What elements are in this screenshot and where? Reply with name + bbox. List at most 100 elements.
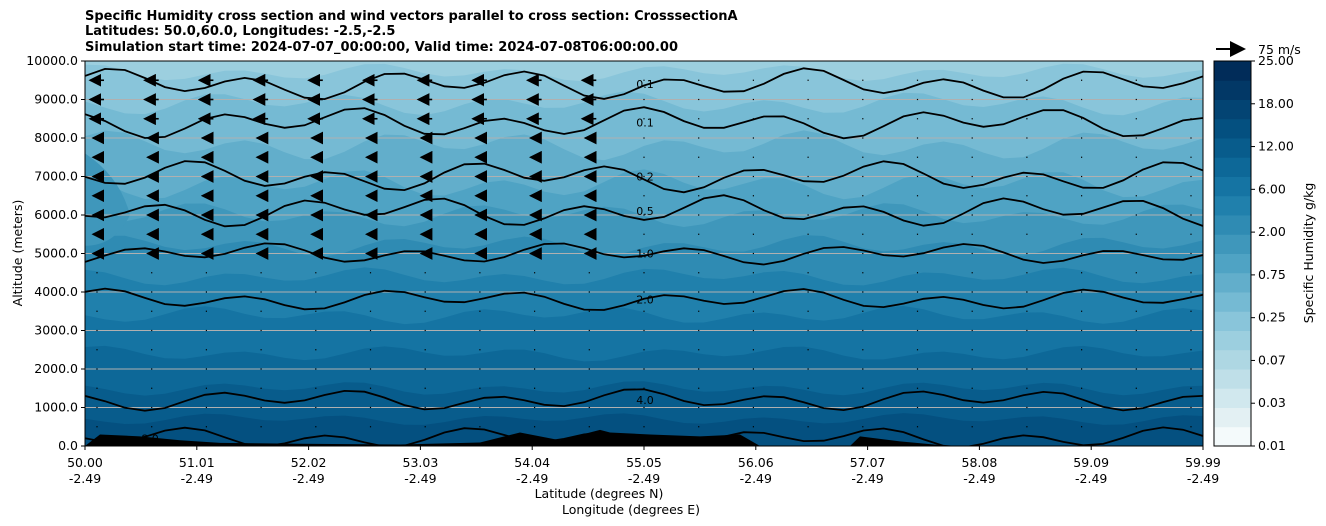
- contour-label: 0.2: [636, 171, 654, 184]
- wind-vector: [916, 137, 919, 139]
- x-tick-label-lon: -2.49: [69, 471, 101, 486]
- wind-vector: [807, 426, 809, 428]
- wind-vector: [151, 310, 153, 312]
- colorbar-segment: [1214, 292, 1251, 312]
- wind-vector: [479, 310, 481, 312]
- wind-vector: [698, 195, 700, 197]
- wind-vector: [698, 156, 700, 158]
- wind-vector: [1081, 252, 1083, 255]
- wind-vector: [1190, 233, 1192, 235]
- x-tick-label-lon: -2.49: [292, 471, 324, 486]
- wind-vector: [752, 118, 754, 120]
- wind-vector: [807, 156, 809, 158]
- contour-line: [85, 160, 1203, 194]
- wind-vector: [916, 233, 919, 235]
- wind-vector: [971, 214, 973, 216]
- wind-vector: [862, 214, 864, 216]
- wind-vector: [1026, 310, 1028, 312]
- wind-vector: [1135, 118, 1137, 120]
- wind-vector: [807, 98, 809, 101]
- chart-title-line-3: Simulation start time: 2024-07-07_00:00:…: [85, 40, 678, 55]
- wind-vector: [369, 387, 372, 389]
- colorbar-tick-label: 12.00: [1258, 139, 1294, 154]
- wind-vector: [315, 272, 317, 274]
- wind-vector: [1026, 426, 1028, 428]
- colorbar-tick-label: 0.03: [1258, 395, 1286, 410]
- wind-vector: [752, 387, 754, 389]
- wind-vector: [96, 310, 98, 312]
- contour-line: [85, 194, 1203, 228]
- wind-vector: [260, 310, 262, 312]
- x-tick-label-lon: -2.49: [181, 471, 213, 486]
- colorbar-label: Specific Humidity g/kg: [1301, 183, 1316, 324]
- wind-vector: [369, 310, 372, 312]
- x-tick-label-lon: -2.49: [1075, 471, 1107, 486]
- colorbar-tick-label: 2.00: [1258, 224, 1286, 239]
- wind-vector: [643, 368, 645, 370]
- wind-vector: [424, 426, 426, 428]
- wind-vector: [643, 426, 645, 428]
- wind-vector: [96, 272, 98, 274]
- wind-vector: [1026, 233, 1028, 235]
- wind-vector: [424, 272, 426, 274]
- wind-vector: [1081, 310, 1083, 312]
- wind-vector: [96, 349, 98, 351]
- wind-vector: [752, 272, 754, 274]
- wind-vector: [1026, 195, 1028, 197]
- wind-vector: [479, 387, 481, 389]
- wind-vector: [971, 387, 973, 389]
- wind-vector: [534, 272, 536, 274]
- contour-label: 1.0: [636, 248, 654, 261]
- x-tick-label-lat: 57.07: [850, 455, 886, 470]
- wind-vector: [1190, 137, 1192, 139]
- wind-vector: [1135, 406, 1137, 409]
- wind-vector: [807, 272, 809, 274]
- wind-vector: [1081, 195, 1083, 197]
- wind-vector: [1190, 272, 1192, 274]
- x-tick-label-lat: 54.04: [514, 455, 550, 470]
- wind-vector: [643, 79, 645, 81]
- y-tick-label: 8000.0: [34, 130, 78, 145]
- wind-vector: [1026, 214, 1028, 216]
- colorbar: 0.01 0.03 0.07 0.25 0.75 2.00 6.00 12.00 18.00 25…: [1213, 53, 1294, 453]
- wind-vector: [862, 349, 864, 351]
- wind-vector: [479, 406, 481, 409]
- wind-vector: [1190, 98, 1192, 101]
- wind-vector: [205, 387, 207, 389]
- y-axis-label: Altitude (meters): [10, 200, 25, 307]
- wind-vector: [862, 387, 864, 389]
- wind-vector: [643, 291, 645, 293]
- wind-vector: [479, 426, 481, 428]
- colorbar-segment: [1214, 215, 1251, 235]
- wind-vector: [807, 310, 809, 312]
- wind-vector: [1026, 156, 1028, 158]
- wind-vector: [1190, 175, 1192, 178]
- wind-vector: [369, 329, 372, 332]
- wind-vector: [151, 349, 153, 351]
- wind-vector: [643, 310, 645, 312]
- wind-reference-label: 75 m/s: [1258, 42, 1301, 57]
- contour-line: [85, 287, 1203, 311]
- wind-vectors: [88, 73, 1192, 428]
- wind-vector: [588, 349, 590, 351]
- x-tick-label-lon: -2.49: [740, 471, 772, 486]
- wind-vector: [205, 310, 207, 312]
- wind-vector: [752, 233, 754, 235]
- wind-vector: [916, 175, 919, 178]
- wind-vector: [1081, 291, 1083, 293]
- wind-vector: [916, 368, 919, 370]
- wind-vector: [1081, 175, 1083, 178]
- wind-vector: [1081, 406, 1083, 409]
- chart-title-line-2: Latitudes: 50.0,60.0, Longitudes: -2.5,-…: [85, 24, 396, 39]
- wind-vector: [916, 329, 919, 332]
- wind-vector: [315, 329, 317, 332]
- wind-vector: [698, 79, 700, 81]
- wind-vector: [205, 368, 207, 370]
- contour-line: [85, 388, 1203, 412]
- wind-vector: [588, 368, 590, 370]
- wind-vector: [260, 368, 262, 370]
- wind-vector: [916, 214, 919, 216]
- colorbar-segment: [1214, 138, 1251, 158]
- wind-vector: [807, 368, 809, 370]
- wind-vector: [588, 426, 590, 428]
